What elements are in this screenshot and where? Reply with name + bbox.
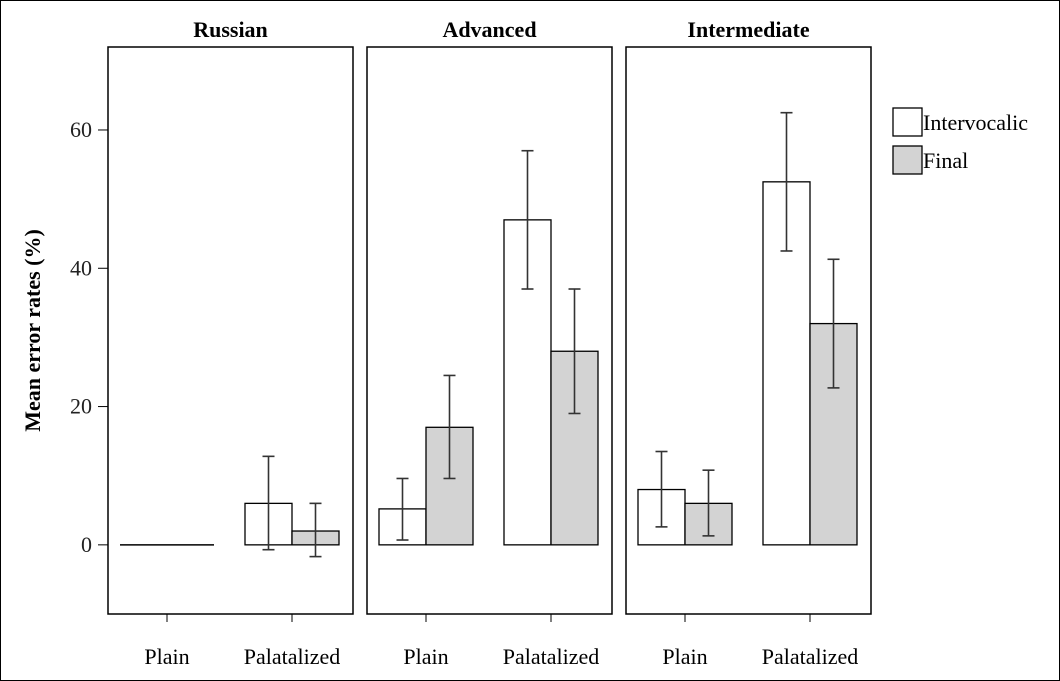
x-tick-label: Plain bbox=[662, 644, 707, 669]
legend-label-intervocalic: Intervocalic bbox=[923, 110, 1028, 135]
y-tick-label: 60 bbox=[70, 117, 92, 142]
x-tick-label: Palatalized bbox=[762, 644, 859, 669]
y-tick-label: 0 bbox=[81, 532, 92, 557]
panel-title: Russian bbox=[193, 17, 268, 42]
x-tick-label: Palatalized bbox=[244, 644, 341, 669]
legend-swatch-intervocalic bbox=[892, 107, 923, 137]
panel-border bbox=[107, 46, 354, 615]
panel-advanced: Advanced Plain Palatalized bbox=[366, 17, 613, 669]
y-axis: 0 20 40 60 bbox=[70, 117, 108, 557]
legend-swatch-final bbox=[892, 145, 923, 175]
y-tick-label: 20 bbox=[70, 394, 92, 419]
y-tick-label: 40 bbox=[70, 255, 92, 280]
panel-title: Advanced bbox=[442, 17, 536, 42]
panels: Russian Plain Palatalized Advanced Plain Pala… bbox=[107, 17, 872, 669]
y-axis-label: Mean error rates (%) bbox=[20, 229, 45, 432]
panel-border bbox=[366, 46, 613, 615]
panel-russian: Russian Plain Palatalized bbox=[107, 17, 354, 669]
panel-intermediate: Intermediate Plain Palatalized bbox=[625, 17, 872, 669]
x-tick-label: Palatalized bbox=[503, 644, 600, 669]
panel-title: Intermediate bbox=[687, 17, 809, 42]
legend-label-final: Final bbox=[923, 148, 968, 173]
x-tick-label: Plain bbox=[144, 644, 189, 669]
legend: Intervocalic Final bbox=[892, 107, 1028, 175]
panel-border bbox=[625, 46, 872, 615]
x-tick-label: Plain bbox=[403, 644, 448, 669]
